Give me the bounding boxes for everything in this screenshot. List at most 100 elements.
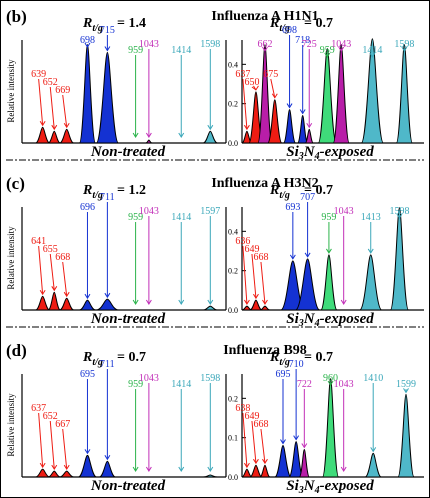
peak-label: 639 <box>31 69 46 80</box>
arrow-icon <box>132 466 139 472</box>
y-tick-label: 0.2 <box>228 100 238 109</box>
caption-part: -exposed <box>320 144 375 160</box>
y-tick-label: 0.0 <box>228 306 238 315</box>
arrow-icon <box>39 121 46 127</box>
caption-part: 4 <box>314 151 320 162</box>
caption-part: Si <box>286 144 299 160</box>
peak-label-leader <box>49 420 55 470</box>
arrow-icon <box>132 299 139 305</box>
peak-label: 698 <box>282 25 297 36</box>
peak-label: 711 <box>100 192 115 203</box>
caption-part: 3 <box>298 318 304 329</box>
peak-area <box>249 299 263 311</box>
peak-label: 959 <box>321 212 336 223</box>
peak-label: 650 <box>244 77 259 88</box>
caption-part: -exposed <box>320 478 375 494</box>
arrow-icon <box>253 293 259 300</box>
peak-area <box>79 299 96 311</box>
peak-label: 696 <box>80 202 95 213</box>
peak-area <box>59 470 74 478</box>
panel-title: Influenza B98 <box>223 343 307 358</box>
right-caption: Si3N4-exposed <box>286 144 374 162</box>
y-tick-label: 0.4 <box>228 227 238 236</box>
caption-part: 3 <box>298 485 304 496</box>
peak-area <box>47 291 61 311</box>
arrow-icon <box>253 85 259 91</box>
arrow-icon <box>262 458 268 465</box>
peak-label: 1598 <box>394 39 414 50</box>
y-axis-label: Relative intensity <box>6 226 16 290</box>
arrow-icon <box>304 252 311 258</box>
arrow-icon <box>207 299 214 305</box>
arrow-icon <box>369 52 376 58</box>
peak-label-leader <box>62 261 68 297</box>
peak-label-leader <box>49 86 55 130</box>
arrow-icon <box>301 443 308 449</box>
peak-area <box>389 207 409 311</box>
peak-label: 637 <box>31 403 46 414</box>
peak-area <box>274 445 292 478</box>
peak-area <box>203 305 218 311</box>
peak-label: 668 <box>55 252 70 263</box>
peak-label-leader <box>251 253 257 299</box>
panel-letter: (b) <box>6 7 27 26</box>
arrow-icon <box>178 466 185 472</box>
peak-label-leader <box>49 253 55 291</box>
peak-label: 1043 <box>139 206 159 217</box>
arrow-icon <box>253 458 259 465</box>
peak-label: 710 <box>289 359 304 370</box>
ratio-left-value: = 1.4 <box>117 16 146 31</box>
peak-label: 959 <box>128 45 143 56</box>
peak-area <box>322 378 340 478</box>
right-caption: Si3N4-exposed <box>286 478 374 496</box>
arrow-icon <box>104 455 111 461</box>
peak-label: 675 <box>263 69 278 80</box>
arrow-icon <box>340 466 347 472</box>
peak-label-leader <box>270 78 276 98</box>
arrow-icon <box>403 388 409 394</box>
left-caption: Non-treated <box>90 478 166 494</box>
peak-label: 711 <box>100 359 115 370</box>
peak-label-leader <box>260 261 266 305</box>
peak-label: 959 <box>320 45 335 56</box>
peak-label: 1414 <box>171 212 191 223</box>
peak-area <box>332 44 350 144</box>
peak-label: 669 <box>55 85 70 96</box>
peak-area <box>35 126 50 144</box>
peak-label-leader <box>242 412 248 468</box>
y-axis-label: Relative intensity <box>6 393 16 457</box>
peak-area <box>78 454 97 478</box>
arrow-icon <box>271 93 278 99</box>
arrow-icon <box>145 299 152 305</box>
caption-part: N <box>303 311 316 327</box>
peak-area <box>78 44 96 144</box>
peak-area <box>360 38 384 144</box>
panel-title: Influenza A H3N2 <box>211 176 318 191</box>
panel-letter: (c) <box>6 174 25 193</box>
arrow-icon <box>370 447 377 453</box>
right-caption: Si3N4-exposed <box>286 311 374 329</box>
peak-label-leader <box>62 428 68 470</box>
arrow-icon <box>39 462 46 469</box>
peak-label: 695 <box>80 369 95 380</box>
caption-part: Si <box>286 478 299 494</box>
peak-label: 1043 <box>139 39 159 50</box>
peak-area <box>259 464 271 478</box>
ratio-right-value: = 0.7 <box>304 350 333 365</box>
caption-part: N <box>303 478 316 494</box>
peak-label: 1598 <box>389 206 409 217</box>
ratio-right: Rt/g <box>269 183 290 201</box>
peak-label: 1043 <box>334 206 354 217</box>
peak-label: 652 <box>43 411 58 422</box>
peak-label-leader <box>38 245 44 295</box>
peak-label: 725 <box>302 39 317 50</box>
arrow-icon <box>262 299 268 305</box>
peak-label-leader <box>251 420 257 464</box>
ratio-left-value: = 0.7 <box>117 350 146 365</box>
arrow-icon <box>132 132 139 138</box>
ratio-left: Rt/g <box>82 16 103 34</box>
arrow-icon <box>63 464 70 471</box>
peak-label-leader <box>242 78 248 130</box>
